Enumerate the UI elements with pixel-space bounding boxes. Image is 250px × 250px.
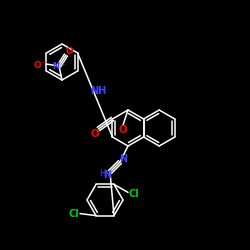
Text: N: N xyxy=(103,170,111,180)
Text: NH: NH xyxy=(90,86,106,96)
Text: N: N xyxy=(119,154,127,164)
Text: O: O xyxy=(90,129,99,139)
Text: H: H xyxy=(99,170,105,178)
Text: O$^-$: O$^-$ xyxy=(33,58,49,70)
Text: Cl: Cl xyxy=(68,208,80,218)
Text: O: O xyxy=(119,125,128,135)
Text: O: O xyxy=(65,48,73,56)
Text: Cl: Cl xyxy=(128,190,140,200)
Text: N$^+$: N$^+$ xyxy=(52,60,66,72)
